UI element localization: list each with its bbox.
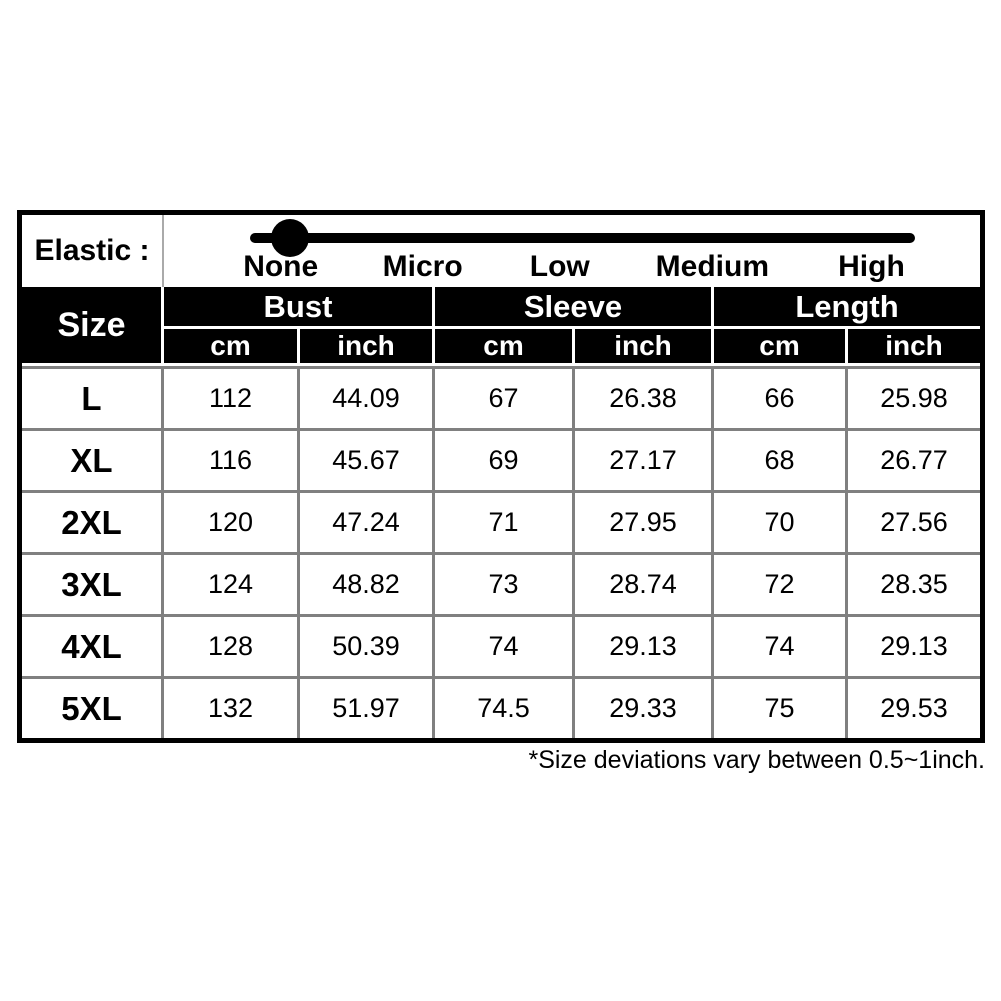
measurement-value: 120: [164, 490, 297, 552]
measurement-value: 74.5: [432, 676, 572, 738]
measurement-value: 27.17: [572, 428, 711, 490]
elastic-slider-cell: None Micro Low Medium High: [164, 215, 980, 287]
measurement-value: 48.82: [297, 552, 432, 614]
elastic-level-label: None: [243, 250, 319, 283]
measurement-value: 27.56: [845, 490, 980, 552]
size-label: L: [22, 366, 164, 428]
measurement-value: 47.24: [297, 490, 432, 552]
measurement-value: 69: [432, 428, 572, 490]
elastic-level-label: Micro: [382, 250, 463, 283]
measurement-value: 51.97: [297, 676, 432, 738]
measurement-value: 72: [711, 552, 845, 614]
measurement-value: 74: [711, 614, 845, 676]
measurement-value: 67: [432, 366, 572, 428]
elastic-level-label: Low: [529, 250, 590, 283]
measurement-value: 132: [164, 676, 297, 738]
measurement-value: 112: [164, 366, 297, 428]
measurement-value: 50.39: [297, 614, 432, 676]
measurement-value: 70: [711, 490, 845, 552]
table-row: 4XL 128 50.39 74 29.13 74 29.13: [22, 614, 980, 676]
table-row: 3XL 124 48.82 73 28.74 72 28.35: [22, 552, 980, 614]
measurement-value: 75: [711, 676, 845, 738]
size-column-header: Size: [22, 287, 164, 366]
measurement-value: 66: [711, 366, 845, 428]
table-row: 5XL 132 51.97 74.5 29.33 75 29.53: [22, 676, 980, 738]
measurement-value: 45.67: [297, 428, 432, 490]
table-row: XL 116 45.67 69 27.17 68 26.77: [22, 428, 980, 490]
size-chart-table: Elastic : None Micro Low Medium High Size Bu…: [17, 210, 985, 743]
unit-header-length-inch: inch: [845, 329, 980, 366]
slider-knob: [270, 219, 309, 257]
table-row: 2XL 120 47.24 71 27.95 70 27.56: [22, 490, 980, 552]
measurement-value: 68: [711, 428, 845, 490]
slider-track: [249, 233, 915, 243]
measurement-value: 44.09: [297, 366, 432, 428]
measurement-value: 26.77: [845, 428, 980, 490]
size-label: 4XL: [22, 614, 164, 676]
unit-header-bust-cm: cm: [164, 329, 297, 366]
measurement-value: 116: [164, 428, 297, 490]
measurement-value: 71: [432, 490, 572, 552]
unit-header-sleeve-cm: cm: [432, 329, 572, 366]
elastic-level-label: High: [838, 250, 905, 283]
size-label: 2XL: [22, 490, 164, 552]
measurement-value: 73: [432, 552, 572, 614]
unit-header-bust-inch: inch: [297, 329, 432, 366]
elastic-level-labels: None Micro Low Medium High: [164, 215, 980, 287]
measurement-value: 26.38: [572, 366, 711, 428]
group-header-sleeve: Sleeve: [432, 287, 711, 329]
table-row: L 112 44.09 67 26.38 66 25.98: [22, 366, 980, 428]
size-label: XL: [22, 428, 164, 490]
measurement-value: 124: [164, 552, 297, 614]
measurement-value: 29.13: [845, 614, 980, 676]
measurement-group-header-row: Size Bust Sleeve Length: [22, 287, 980, 366]
group-header-bust: Bust: [164, 287, 432, 329]
measurement-value: 29.33: [572, 676, 711, 738]
measurement-value: 74: [432, 614, 572, 676]
unit-header-sleeve-inch: inch: [572, 329, 711, 366]
unit-header-length-cm: cm: [711, 329, 845, 366]
measurement-value: 25.98: [845, 366, 980, 428]
group-header-length: Length: [711, 287, 980, 329]
measurement-value: 27.95: [572, 490, 711, 552]
footnote: *Size deviations vary between 0.5~1inch.: [528, 746, 985, 774]
measurement-value: 128: [164, 614, 297, 676]
measurement-value: 29.53: [845, 676, 980, 738]
size-label: 3XL: [22, 552, 164, 614]
measurement-value: 28.74: [572, 552, 711, 614]
elastic-label: Elastic :: [22, 215, 164, 287]
measurement-value: 28.35: [845, 552, 980, 614]
measurement-value: 29.13: [572, 614, 711, 676]
elastic-row: Elastic : None Micro Low Medium High: [22, 215, 980, 287]
unit-header-row: cm inch cm inch cm inch: [22, 329, 980, 366]
size-label: 5XL: [22, 676, 164, 738]
elastic-level-label: Medium: [655, 250, 770, 283]
